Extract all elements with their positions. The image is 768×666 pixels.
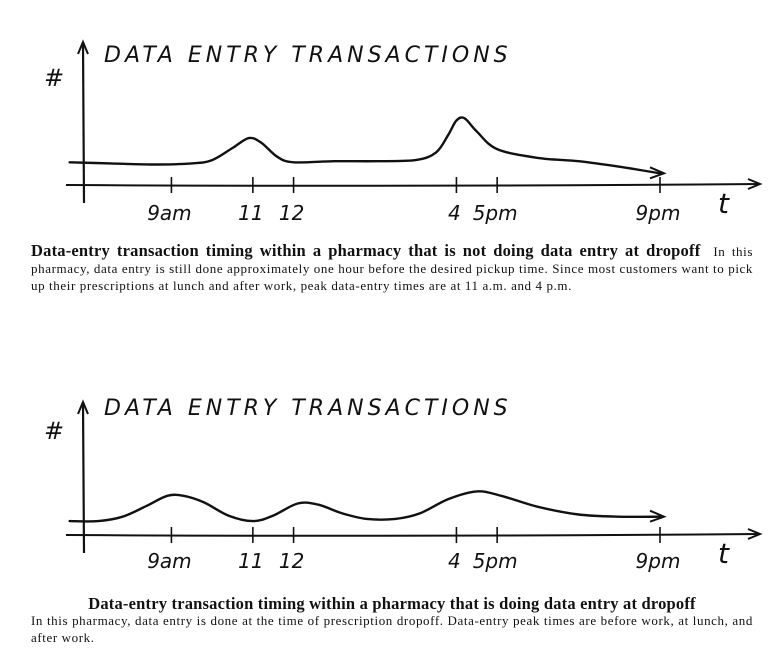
data-point (463, 117, 466, 120)
x-tick-label: 4 (448, 549, 461, 573)
data-point (150, 163, 152, 166)
y-axis-arrow (77, 39, 89, 55)
data-point (211, 159, 213, 161)
data-point (618, 515, 621, 518)
data-point (341, 512, 344, 515)
x-tick-label: 11 (238, 549, 263, 573)
x-axis-arrow (747, 528, 763, 540)
data-point (577, 513, 580, 516)
x-tick-label: 5pm (473, 201, 518, 225)
data-point (414, 159, 417, 161)
caption-1-title: Data-entry transaction timing within a p… (31, 241, 701, 260)
y-axis-label: # (44, 64, 64, 92)
data-point (182, 495, 185, 497)
data-point (276, 156, 279, 158)
x-tick-label: 9am (147, 549, 191, 573)
data-point (618, 165, 621, 168)
data-point (455, 119, 458, 122)
data-point (435, 151, 437, 154)
data-point (68, 520, 71, 522)
x-tick-label: 4 (448, 201, 461, 225)
data-point (252, 520, 254, 522)
data-point (231, 147, 234, 149)
chart-2: DATA ENTRY TRANSACTIONS # t 9am 11 12 4 5pm 9pm (0, 360, 768, 595)
x-tick-label: 12 (279, 549, 304, 573)
series-line (68, 490, 662, 523)
data-point (500, 495, 503, 497)
caption-1-body: In this pharmacy, data entry is still do… (31, 244, 754, 293)
y-axis-arrow (77, 399, 89, 415)
series-end-arrow (649, 166, 667, 180)
x-tick-label: 11 (238, 201, 263, 225)
x-tick-label: 5pm (473, 549, 518, 573)
data-point (418, 512, 421, 515)
data-point (247, 137, 250, 139)
data-point (475, 490, 478, 493)
data-point (577, 160, 580, 162)
x-axis (65, 533, 761, 537)
chart-title: DATA ENTRY TRANSACTIONS (104, 43, 512, 68)
data-point (537, 157, 539, 159)
x-tick-label: 9pm (636, 549, 681, 573)
data-point (272, 514, 275, 517)
series-end-arrow (649, 509, 667, 523)
chart-1: DATA ENTRY TRANSACTIONS # t 9am 11 12 4 5pm 9pm (0, 0, 768, 240)
data-point (227, 514, 230, 517)
x-axis-label: t (718, 187, 730, 220)
data-point (296, 502, 299, 505)
data-point (190, 162, 193, 165)
data-point (317, 503, 319, 506)
data-point (447, 134, 450, 136)
series-line (68, 116, 662, 175)
data-point (333, 160, 336, 162)
data-point (292, 161, 295, 164)
data-point (68, 161, 71, 164)
data-point (109, 162, 112, 165)
data-point (537, 506, 539, 508)
x-tick-label: 12 (279, 201, 304, 225)
data-point (203, 501, 205, 504)
chart-1-svg: DATA ENTRY TRANSACTIONS # t 9am 11 12 4 5pm 9pm (44, 39, 763, 225)
caption-1: Data-entry transaction timing within a p… (31, 242, 753, 294)
data-point (496, 148, 498, 150)
data-point (146, 504, 148, 507)
data-point (475, 130, 478, 133)
x-axis-arrow (747, 178, 763, 190)
x-tick-label: 9pm (636, 201, 681, 225)
y-axis-label: # (44, 417, 64, 445)
x-tick-label: 9am (147, 201, 191, 225)
chart-title: DATA ENTRY TRANSACTIONS (104, 396, 512, 421)
y-axis (81, 401, 86, 554)
x-axis (65, 183, 761, 187)
data-point (366, 518, 368, 520)
data-point (374, 160, 376, 162)
data-point (260, 141, 262, 144)
chart-2-svg: DATA ENTRY TRANSACTIONS # t 9am 11 12 4 5pm 9pm (44, 396, 763, 573)
caption-2-title: Data-entry transaction timing within a p… (88, 594, 696, 613)
caption-2-body: In this pharmacy, data entry is done at … (31, 613, 753, 645)
x-axis-label: t (718, 537, 730, 570)
data-point (447, 498, 450, 500)
data-point (121, 515, 124, 518)
y-axis (81, 41, 86, 204)
data-point (166, 495, 169, 497)
caption-2: Data-entry transaction timing within a p… (31, 595, 753, 646)
data-point (97, 520, 99, 522)
data-point (394, 518, 397, 520)
